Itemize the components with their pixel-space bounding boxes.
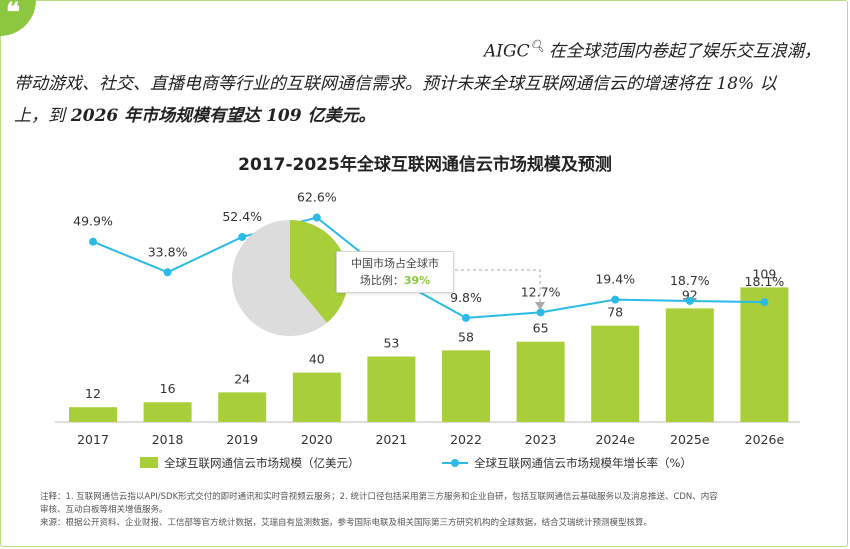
legend-bar-label: 全球互联网通信云市场规模（亿美元） [164, 456, 360, 470]
pie-slice-rest [231, 220, 327, 337]
bar-value-label: 109 [752, 266, 776, 281]
legend-line-label: 全球互联网通信云市场规模年增长率（%） [474, 456, 692, 470]
growth-rate-point [685, 296, 694, 305]
x-tick-label: 2019 [226, 432, 258, 447]
bar-value-label: 16 [160, 381, 176, 396]
pie-slice-china [290, 220, 348, 323]
growth-rate-point [89, 237, 97, 246]
bar [665, 308, 714, 422]
intro-line1: 在全球范围内卷起了娱乐交互浪潮， [548, 41, 821, 62]
callout-arrow-head [535, 302, 545, 310]
growth-rate-label: 62.6% [297, 190, 337, 205]
bar [69, 407, 117, 422]
x-tick-label: 2020 [301, 432, 333, 447]
growth-rate-line [92, 216, 765, 319]
growth-rate-point [760, 298, 769, 307]
intro-line2b: 以 [759, 73, 777, 94]
callout-arrow-line [455, 269, 541, 303]
x-tick-label: 2024e [595, 432, 635, 447]
growth-rate-label: 33.8% [148, 244, 188, 259]
pie-callout: 中国市场占全球市 场比例：39% [336, 251, 454, 293]
legend-line-marker [451, 459, 459, 467]
x-tick-label: 2021 [375, 432, 407, 447]
x-tick-label: 2018 [152, 432, 184, 447]
bar-value-label: 92 [682, 287, 698, 302]
bar [292, 372, 341, 422]
growth-rate-point [536, 308, 545, 317]
bar [143, 402, 192, 422]
intro-paragraph: AIGC🔍︎ 在全球范围内卷起了娱乐交互浪潮， 带动游戏、社交、直播电商等行业的互… [14, 30, 834, 132]
chart-title: 2017-2025年全球互联网通信云市场规模及预测 [238, 155, 612, 175]
growth-rate-label: 9.8% [450, 290, 482, 305]
bar-value-label: 24 [234, 371, 250, 386]
growth-rate-label: 18.1% [745, 274, 785, 289]
bar [740, 287, 789, 422]
search-icon: 🔍︎ [529, 39, 545, 53]
intro-aigc: AIGC [484, 41, 530, 62]
bar-value-label: 58 [458, 329, 474, 344]
note-line-1: 注释：1. 互联网通信云指以API/SDK形式交付的即时通讯和实时音视频云服务；… [40, 492, 718, 502]
intro-year: 2026 [70, 105, 119, 126]
x-tick-label: 2017 [77, 432, 109, 447]
bar-value-label: 12 [85, 386, 101, 401]
intro-line3a: 上，到 [14, 105, 65, 126]
intro-line3c: 亿美元。 [307, 105, 376, 126]
growth-rate-label: 49.9% [73, 214, 113, 229]
growth-rate-point [163, 268, 172, 277]
quote-icon: ❝ [6, 0, 20, 28]
growth-rate-point [238, 232, 247, 241]
intro-line2a: 带动游戏、社交、直播电商等行业的互联网通信需求。预计未来全球互联网通信云的增速将… [14, 73, 711, 94]
growth-rate-point [611, 295, 620, 304]
pie-percent-label: 39% [403, 274, 431, 287]
note-line-2: 审核、互动白板等相关增值服务。 [40, 505, 168, 515]
bar [442, 350, 490, 422]
growth-rate-point [462, 313, 470, 322]
bar [591, 325, 640, 422]
pie-callout-line1: 中国市场占全球市 [351, 257, 439, 270]
growth-rate-label: 19.4% [595, 272, 635, 287]
legend-bar-swatch [140, 457, 158, 468]
bar [218, 392, 267, 422]
bar-value-label: 53 [383, 336, 399, 351]
intro-value: 109 [266, 105, 302, 126]
bar-value-label: 65 [533, 321, 549, 336]
x-tick-label: 2025e [670, 432, 710, 447]
x-tick-label: 2026e [745, 432, 785, 447]
growth-rate-point [312, 213, 321, 222]
pie-callout-line2: 场比例： [359, 274, 404, 287]
bar-value-label: 78 [607, 305, 623, 320]
growth-rate-label: 12.7% [521, 284, 561, 299]
source-line: 来源：根据公开资料、企业财报、工信部等官方统计数据，艾瑞自有监测数据，参考国际电… [40, 518, 653, 528]
x-tick-label: 2022 [450, 432, 482, 447]
footnotes: 注释：1. 互联网通信云指以API/SDK形式交付的即时通讯和实时音视频云服务；… [40, 491, 830, 530]
intro-pct: 18% [716, 73, 755, 94]
bar [516, 341, 565, 422]
growth-rate-label: 52.4% [222, 209, 262, 224]
intro-line3b: 年市场规模有望达 [124, 105, 261, 126]
growth-rate-label: 18.7% [670, 273, 710, 288]
x-tick-label: 2023 [525, 432, 557, 447]
bar-value-label: 40 [309, 352, 325, 367]
bar [367, 356, 416, 422]
